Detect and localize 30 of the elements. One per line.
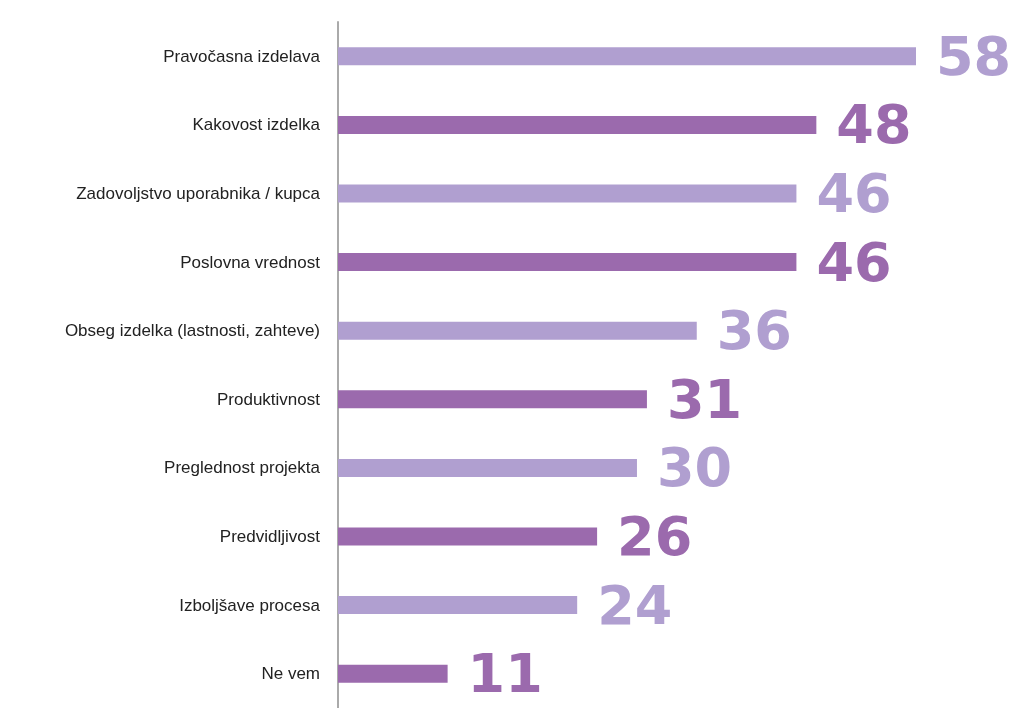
bar	[338, 253, 797, 272]
data-label: 24	[597, 573, 673, 637]
bar	[338, 321, 697, 340]
bar	[338, 527, 598, 546]
y-tick-label: Ne vem	[261, 664, 320, 684]
data-label: 36	[716, 299, 792, 363]
data-label: 46	[816, 162, 892, 225]
bar	[338, 47, 916, 66]
bar	[338, 596, 578, 615]
bar	[338, 458, 637, 477]
bar	[338, 664, 448, 683]
bar	[338, 115, 817, 134]
y-tick-label: Zadovoljstvo uporabnika / kupca	[76, 184, 321, 203]
data-label: 31	[666, 367, 743, 431]
data-label: 11	[467, 642, 543, 706]
data-label: 48	[836, 93, 912, 157]
bar	[338, 390, 647, 409]
y-tick-label: Kakovost izdelka	[192, 115, 321, 135]
data-label: 46	[816, 230, 892, 294]
y-tick-label: Obseg izdelka (lastnosti, zahteve)	[64, 321, 320, 341]
data-label: 30	[656, 436, 733, 500]
data-label: 58	[936, 24, 1012, 88]
y-tick-label: Pravočasna izdelava	[163, 46, 321, 66]
y-tick-label: Predvidljivost	[219, 527, 321, 546]
bar	[338, 184, 797, 203]
data-label: 26	[617, 505, 693, 568]
y-tick-label: Preglednost projekta	[164, 458, 321, 478]
y-tick-label: Produktivnost	[217, 389, 321, 409]
y-tick-label: Izboljšave procesa	[179, 595, 321, 615]
y-tick-label: Poslovna vrednost	[180, 252, 321, 272]
